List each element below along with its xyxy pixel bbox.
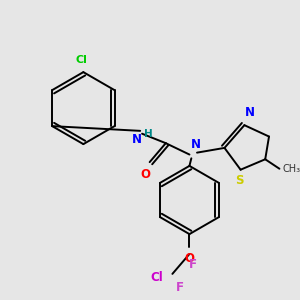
Text: S: S	[236, 174, 244, 188]
Text: F: F	[176, 280, 184, 294]
Text: Cl: Cl	[76, 55, 87, 64]
Text: CH₃: CH₃	[282, 164, 300, 174]
Text: N: N	[190, 138, 200, 151]
Text: O: O	[184, 252, 194, 265]
Text: F: F	[189, 258, 197, 271]
Text: N: N	[132, 133, 142, 146]
Text: N: N	[245, 106, 255, 119]
Text: Cl: Cl	[151, 271, 164, 284]
Text: O: O	[141, 168, 151, 181]
Text: H: H	[144, 129, 153, 139]
